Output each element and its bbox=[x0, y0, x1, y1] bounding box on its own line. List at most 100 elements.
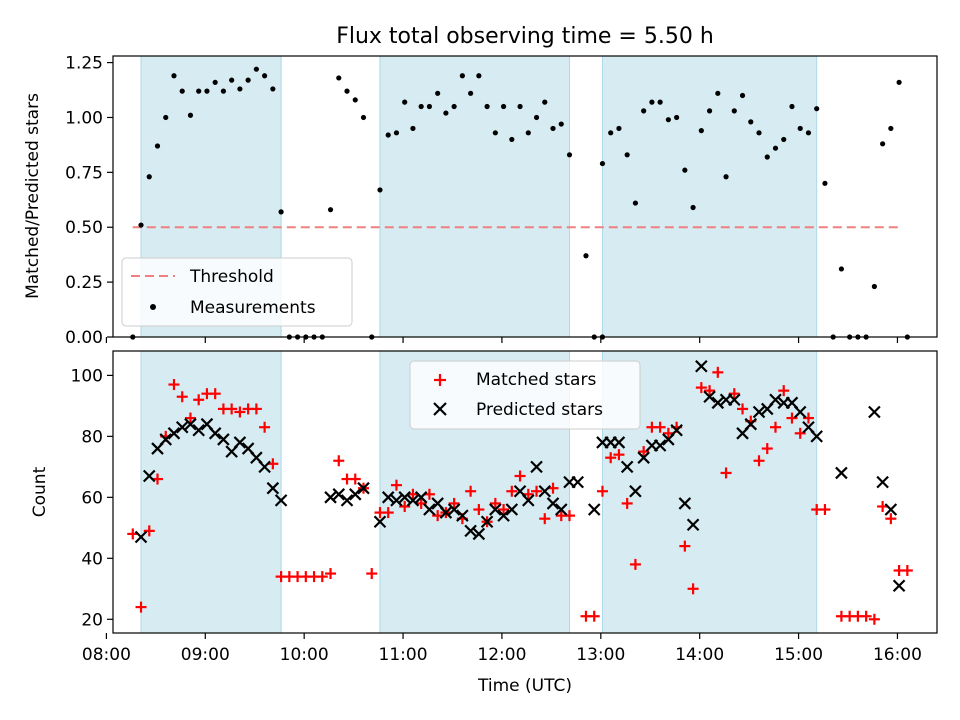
measurements-legend-marker bbox=[150, 304, 156, 310]
measurement-point bbox=[484, 103, 490, 110]
bottom-plot-frame bbox=[112, 350, 938, 634]
y-tick-label: 0.75 bbox=[65, 163, 103, 183]
measurement-point bbox=[245, 77, 251, 83]
matched-star-point bbox=[259, 421, 271, 433]
measurements-legend-label: Measurements bbox=[190, 298, 316, 318]
measurement-point bbox=[360, 114, 367, 121]
predicted-star-point bbox=[769, 393, 782, 407]
predicted-star-point bbox=[793, 405, 807, 419]
predicted-star-point bbox=[587, 503, 601, 516]
top-panel: 0.00 0.25 0.50 0.75 1.00 1.25 Matched/Predict… bbox=[23, 54, 938, 348]
predicted-star-point bbox=[480, 515, 494, 529]
measurement-point bbox=[558, 121, 564, 127]
measurement-point bbox=[220, 88, 227, 94]
predicted-star-point bbox=[175, 420, 189, 434]
x-tick-label: 13:00 bbox=[576, 645, 625, 665]
predicted-star-point bbox=[184, 417, 197, 431]
predicted-star-point bbox=[324, 491, 337, 504]
matched-star-point bbox=[465, 485, 477, 497]
y-tick-label: 0.25 bbox=[65, 273, 103, 293]
matched-star-point bbox=[868, 613, 880, 625]
measurement-point bbox=[781, 136, 787, 143]
measurement-point bbox=[748, 119, 754, 125]
measurement-point bbox=[542, 99, 548, 105]
measurement-point bbox=[509, 136, 515, 143]
matched-star-point bbox=[498, 504, 510, 516]
measurement-point bbox=[814, 106, 820, 112]
matched-star-point bbox=[769, 421, 781, 433]
matched-star-point bbox=[176, 391, 188, 403]
predicted-star-point bbox=[373, 515, 387, 529]
y-tick-label: 0.50 bbox=[65, 218, 103, 238]
bottom-panel: 08:00 09:00 10:00 11:00 12:00 13:00 14:00 15:00… bbox=[30, 350, 938, 696]
predicted-star-point bbox=[522, 494, 535, 507]
matched-star-point bbox=[588, 610, 600, 622]
predicted-star-point bbox=[884, 503, 898, 516]
predicted-legend-label: Predicted stars bbox=[476, 400, 603, 420]
predicted-star-point bbox=[208, 427, 222, 440]
predicted-star-point bbox=[868, 405, 881, 419]
predicted-star-point bbox=[686, 518, 700, 532]
measurement-point bbox=[253, 66, 259, 72]
x-tick-label: 11:00 bbox=[379, 645, 428, 665]
predicted-star-point bbox=[456, 509, 469, 522]
measurement-point bbox=[641, 108, 647, 114]
matched-legend-label: Matched stars bbox=[476, 370, 596, 390]
threshold-legend-label: Threshold bbox=[189, 267, 274, 287]
matched-star-point bbox=[506, 485, 518, 497]
measurement-point bbox=[212, 79, 218, 85]
matched-star-point bbox=[234, 406, 246, 418]
measurement-point bbox=[871, 283, 877, 290]
predicted-star-point bbox=[390, 494, 403, 507]
predicted-star-point bbox=[472, 527, 486, 541]
matched-star-point bbox=[605, 452, 617, 464]
measurement-point bbox=[204, 88, 210, 94]
predicted-star-point bbox=[892, 579, 906, 593]
predicted-star-point bbox=[744, 417, 758, 431]
measurement-point bbox=[616, 125, 622, 132]
matched-star-point bbox=[901, 565, 913, 577]
predicted-star-point bbox=[381, 491, 395, 504]
predicted-star-point bbox=[192, 423, 205, 437]
predicted-star-point bbox=[612, 436, 626, 449]
matched-star-point bbox=[531, 485, 543, 497]
measurement-point bbox=[278, 209, 284, 215]
predicted-star-point bbox=[711, 396, 725, 410]
measurement-point bbox=[154, 143, 161, 149]
measurement-point bbox=[459, 73, 465, 79]
measurement-point bbox=[682, 167, 688, 173]
measurement-point bbox=[723, 174, 729, 180]
predicted-star-point bbox=[489, 503, 502, 516]
matched-star-point bbox=[885, 513, 897, 525]
measurement-point bbox=[500, 103, 507, 110]
bottom-legend: Matched stars Predicted stars bbox=[409, 360, 641, 430]
measurement-point bbox=[764, 154, 770, 160]
measurement-point bbox=[533, 114, 540, 121]
y-tick-label: 60 bbox=[81, 488, 103, 508]
predicted-star-point bbox=[695, 359, 708, 373]
measurement-point bbox=[517, 103, 523, 110]
matched-star-point bbox=[135, 601, 147, 613]
measurement-point bbox=[888, 125, 894, 132]
matched-star-point bbox=[712, 366, 724, 378]
top-y-ticks: 0.00 0.25 0.50 0.75 1.00 1.25 bbox=[65, 54, 113, 348]
matched-star-point bbox=[654, 421, 666, 433]
top-x-ticks bbox=[105, 337, 899, 343]
measurement-point bbox=[608, 130, 614, 136]
predicted-star-point bbox=[406, 494, 420, 507]
observing-window bbox=[379, 55, 570, 338]
matched-star-point bbox=[226, 403, 238, 415]
x-axis-label: Time (UTC) bbox=[477, 676, 572, 696]
measurement-point bbox=[674, 114, 680, 121]
measurement-point bbox=[492, 130, 498, 136]
matched-star-point bbox=[704, 385, 716, 397]
y-tick-label: 1.25 bbox=[65, 54, 103, 74]
measurement-point bbox=[657, 99, 663, 105]
measurement-point bbox=[468, 90, 474, 96]
measurement-point bbox=[599, 160, 606, 167]
x-tick-label: 15:00 bbox=[774, 645, 823, 665]
predicted-star-point bbox=[505, 503, 519, 516]
predicted-star-point bbox=[439, 506, 453, 519]
x-tick-label: 16:00 bbox=[873, 645, 922, 665]
matched-star-point bbox=[613, 449, 625, 461]
